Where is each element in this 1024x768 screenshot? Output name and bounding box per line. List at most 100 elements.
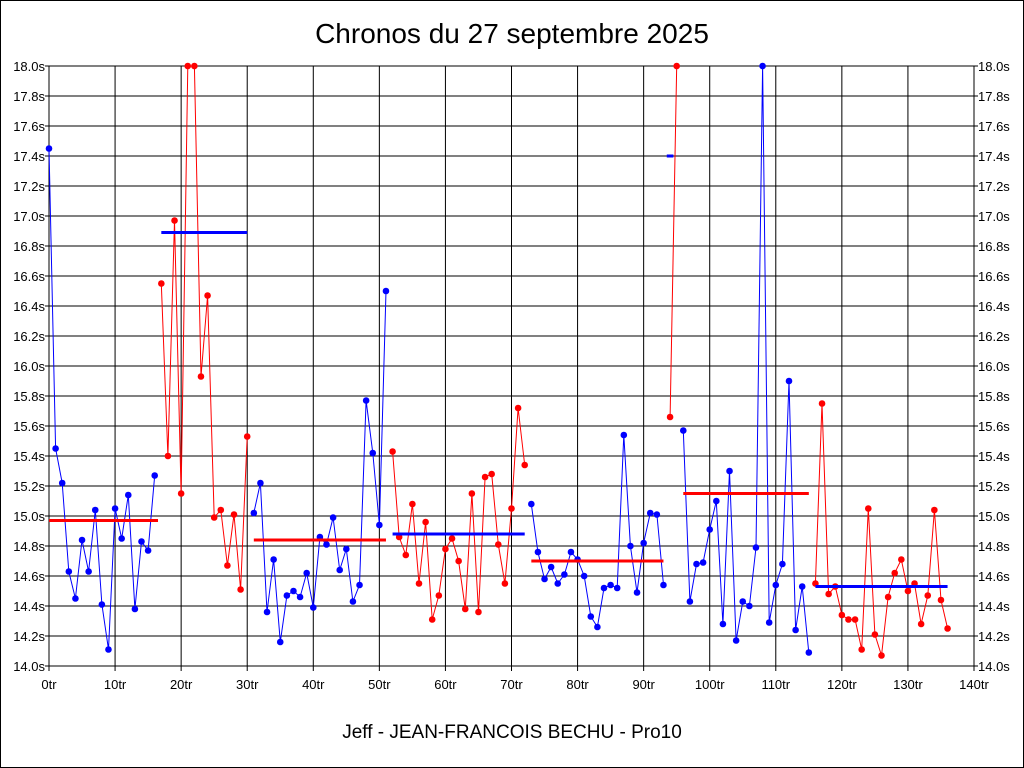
red-data-point bbox=[461, 605, 469, 613]
blue-data-point bbox=[323, 541, 330, 548]
blue-data-point bbox=[640, 539, 647, 547]
y-tick-label-left: 15.4s bbox=[13, 449, 45, 464]
red-data-point bbox=[184, 62, 192, 70]
red-data-point bbox=[468, 490, 476, 497]
blue-data-point bbox=[627, 542, 634, 550]
blue-data-point bbox=[376, 521, 383, 529]
red-data-point bbox=[931, 506, 938, 514]
blue-data-point bbox=[309, 604, 317, 611]
red-data-point bbox=[448, 535, 456, 542]
blue-series-line bbox=[253, 290, 387, 643]
y-tick-label-left: 17.2s bbox=[13, 179, 45, 194]
blue-data-point bbox=[726, 467, 733, 475]
y-tick-label-right: 14.2s bbox=[978, 629, 1010, 644]
y-tick-label-left: 17.0s bbox=[13, 209, 45, 224]
blue-data-point bbox=[699, 559, 707, 566]
blue-data-point bbox=[600, 584, 608, 592]
blue-data-point bbox=[263, 608, 271, 616]
blue-data-point bbox=[144, 547, 152, 554]
y-tick-label-left: 15.2s bbox=[13, 479, 45, 494]
y-tick-label-left: 15.0s bbox=[13, 509, 45, 524]
red-data-point bbox=[191, 62, 198, 70]
red-data-point bbox=[402, 551, 410, 559]
blue-data-point bbox=[547, 563, 555, 571]
red-data-point bbox=[858, 646, 865, 653]
red-data-point bbox=[455, 557, 462, 565]
red-series-line bbox=[814, 403, 949, 656]
y-tick-label-left: 16.8s bbox=[13, 239, 45, 254]
red-data-point bbox=[197, 373, 205, 380]
red-data-point bbox=[488, 470, 495, 478]
blue-data-point bbox=[594, 623, 601, 631]
y-tick-label-right: 18.0s bbox=[978, 59, 1010, 74]
x-tick-label: 50tr bbox=[368, 677, 391, 692]
blue-data-point bbox=[250, 509, 258, 517]
x-tick-label: 130tr bbox=[893, 677, 923, 692]
y-tick-label-left: 16.2s bbox=[13, 329, 45, 344]
blue-data-point bbox=[72, 595, 79, 602]
x-tick-label: 100tr bbox=[695, 677, 725, 692]
blue-data-point bbox=[541, 575, 548, 583]
blue-data-point bbox=[706, 526, 714, 533]
y-tick-label-right: 16.4s bbox=[978, 299, 1010, 314]
y-tick-label-right: 16.0s bbox=[978, 359, 1010, 374]
blue-data-point bbox=[779, 560, 786, 568]
blue-data-point bbox=[111, 505, 119, 512]
x-tick-label: 20tr bbox=[170, 677, 193, 692]
blue-data-point bbox=[270, 556, 277, 563]
red-series-line bbox=[669, 65, 678, 418]
blue-data-point bbox=[124, 491, 132, 499]
red-data-point bbox=[435, 592, 443, 599]
red-data-point bbox=[884, 593, 892, 601]
y-tick-label-right: 14.8s bbox=[978, 539, 1010, 554]
y-tick-label-left: 14.8s bbox=[13, 539, 45, 554]
red-data-point bbox=[475, 608, 482, 616]
red-data-point bbox=[666, 413, 674, 421]
red-data-point bbox=[409, 500, 416, 508]
red-data-point bbox=[171, 217, 178, 224]
blue-data-point bbox=[653, 511, 661, 518]
blue-data-point bbox=[805, 649, 813, 656]
x-tick-label: 40tr bbox=[302, 677, 325, 692]
blue-data-point bbox=[276, 638, 284, 646]
y-tick-label-right: 17.0s bbox=[978, 209, 1010, 224]
red-data-point bbox=[508, 505, 515, 512]
blue-data-point bbox=[686, 598, 694, 605]
x-tick-label: 140tr bbox=[959, 677, 989, 692]
blue-data-point bbox=[343, 545, 350, 553]
red-data-point bbox=[164, 452, 172, 460]
y-tick-label-left: 17.8s bbox=[13, 89, 45, 104]
blue-data-point bbox=[329, 514, 337, 521]
y-tick-label-right: 16.8s bbox=[978, 239, 1010, 254]
blue-data-point bbox=[290, 587, 297, 595]
red-data-point bbox=[864, 505, 872, 512]
y-tick-label-right: 17.4s bbox=[978, 149, 1010, 164]
red-data-point bbox=[838, 611, 846, 619]
blue-data-point bbox=[646, 509, 654, 517]
red-data-point bbox=[924, 592, 932, 599]
blue-data-point bbox=[98, 601, 106, 608]
blue-data-point bbox=[607, 581, 614, 589]
blue-data-point bbox=[58, 479, 66, 487]
red-series-line bbox=[160, 65, 248, 590]
blue-data-point bbox=[78, 536, 86, 544]
red-data-point bbox=[845, 616, 852, 623]
blue-data-point bbox=[65, 568, 73, 575]
red-data-point bbox=[917, 620, 925, 628]
red-data-point bbox=[210, 514, 218, 521]
blue-data-point bbox=[554, 580, 562, 587]
y-tick-label-right: 16.2s bbox=[978, 329, 1010, 344]
blue-data-point bbox=[580, 572, 588, 580]
x-tick-label: 110tr bbox=[761, 677, 790, 692]
blue-data-point bbox=[85, 568, 92, 575]
blue-data-point bbox=[732, 637, 740, 644]
blue-data-point bbox=[105, 646, 112, 653]
blue-data-point bbox=[633, 589, 641, 596]
y-tick-label-right: 15.2s bbox=[978, 479, 1010, 494]
y-tick-label-right: 17.8s bbox=[978, 89, 1010, 104]
x-tick-label: 120tr bbox=[827, 677, 857, 692]
x-tick-label: 0tr bbox=[41, 677, 57, 692]
red-data-point bbox=[898, 556, 905, 563]
red-data-point bbox=[501, 580, 509, 587]
